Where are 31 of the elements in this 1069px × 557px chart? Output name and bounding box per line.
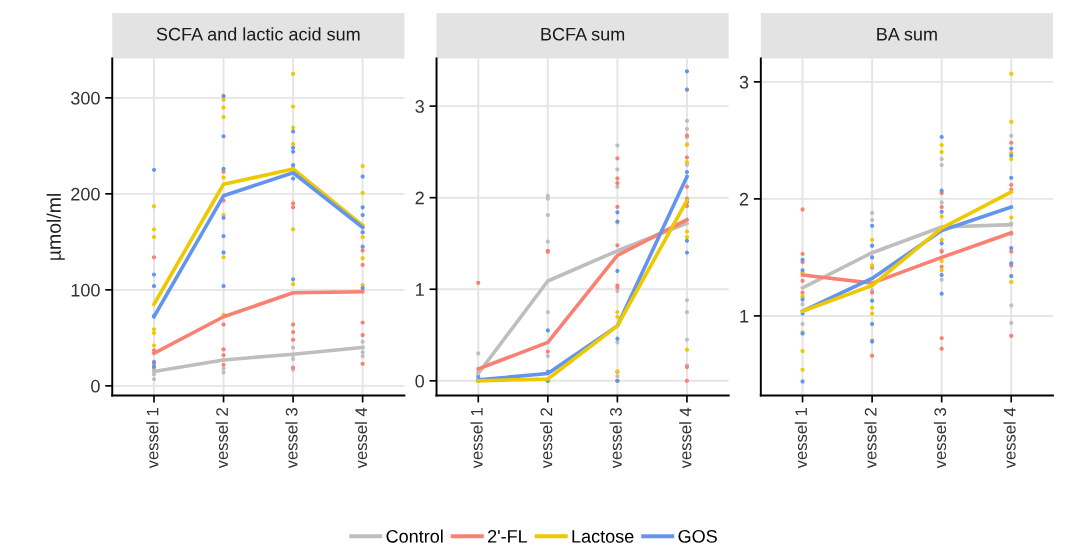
y-tick-label: 0 [415, 374, 425, 388]
chart-title: BCFA sum [541, 27, 625, 41]
x-tick-label: vessel 3 [609, 408, 622, 469]
y-tick-label: 0 [91, 379, 100, 393]
y-tick-label: 300 [71, 91, 100, 105]
x-tick-label: vessel 2 [864, 408, 877, 469]
y-tick-label: 1 [740, 310, 749, 323]
y-axis-title: µmol/ml [46, 194, 65, 260]
x-tick-label: vessel 1 [470, 408, 483, 469]
y-tick-label: 2 [739, 192, 749, 206]
x-tick-label: vessel 3 [285, 408, 298, 469]
legend-label: 2'-FL [488, 529, 528, 543]
y-tick-label: 1 [416, 283, 424, 296]
y-tick-label: 2 [415, 191, 424, 205]
y-tick-label: 3 [415, 100, 424, 113]
chart-title: BA sum [877, 27, 937, 41]
x-tick-label: vessel 1 [146, 408, 159, 469]
x-tick-label: vessel 4 [354, 407, 368, 469]
y-tick-label: 100 [71, 283, 100, 297]
legend-label: GOS [678, 529, 717, 543]
legend-label: Control [386, 529, 443, 543]
legend-label: Lactose [572, 530, 634, 543]
x-tick-label: vessel 3 [933, 408, 947, 469]
x-tick-label: vessel 1 [794, 408, 808, 469]
x-tick-label: vessel 4 [679, 407, 692, 469]
chart-title: SCFA and lactic acid sum [156, 27, 360, 41]
y-tick-label: 200 [71, 187, 100, 201]
x-tick-label: vessel 2 [540, 408, 553, 469]
x-tick-label: vessel 2 [215, 408, 229, 469]
y-tick-label: 3 [739, 75, 749, 89]
x-tick-label: vessel 4 [1003, 407, 1016, 469]
